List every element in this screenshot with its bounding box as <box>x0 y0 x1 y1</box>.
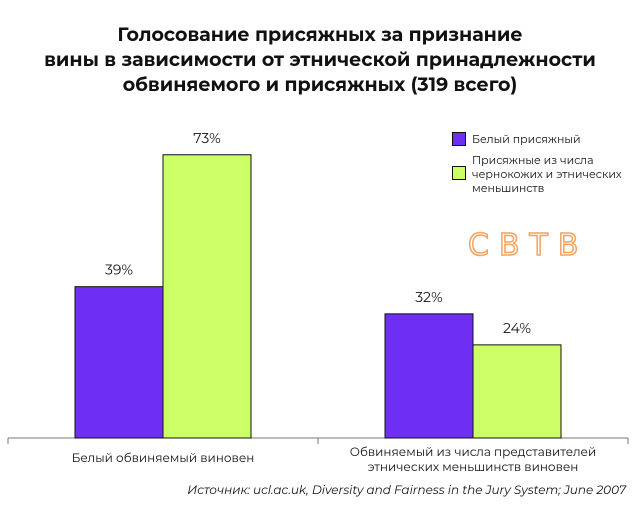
legend-label: Белый присяжный <box>472 132 581 146</box>
chart-title: Голосование присяжных за признание вины … <box>44 23 596 96</box>
value-label: 39% <box>105 261 133 279</box>
bar <box>472 344 562 439</box>
x-tick-label: Белый обвиняемый виновен <box>71 451 255 466</box>
legend-swatch <box>452 166 466 180</box>
legend-swatch <box>452 132 466 146</box>
logo: СВТВ <box>467 227 589 264</box>
bar <box>162 154 252 439</box>
source: Источник: ucl.ac.uk, Diversity and Fairn… <box>187 483 626 498</box>
x-tick-label: Обвиняемый из числа представителей этнич… <box>349 445 597 475</box>
bar <box>74 286 164 439</box>
bar <box>384 313 474 439</box>
value-label: 24% <box>503 319 531 337</box>
legend-label: Присяжные из числа чернокожих и этническ… <box>472 153 622 195</box>
value-label: 73% <box>193 129 221 147</box>
value-label: 32% <box>415 288 443 306</box>
